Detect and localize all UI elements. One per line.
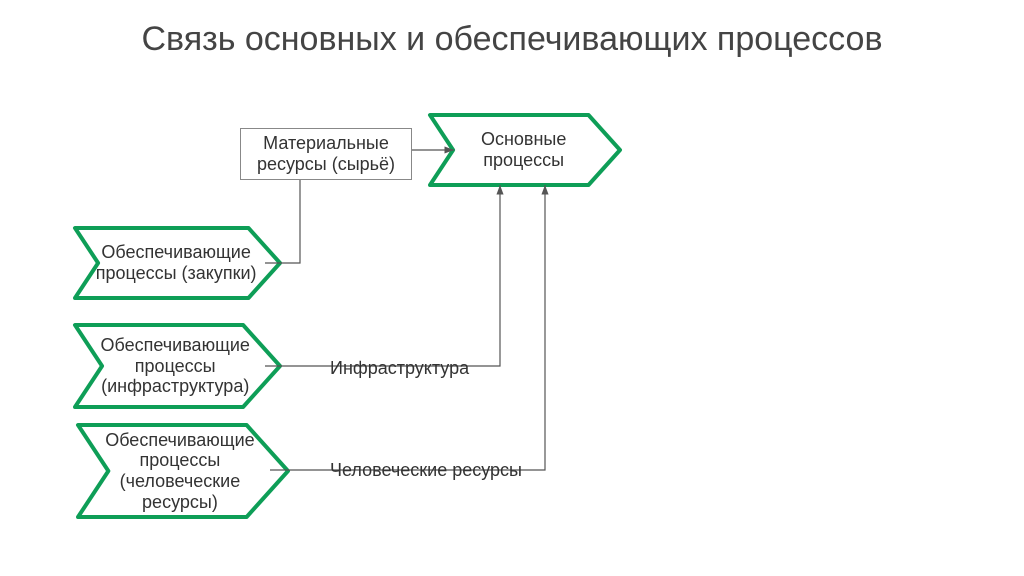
label-infrastructure: Инфраструктура [330, 358, 469, 379]
box-material: Материальные ресурсы (сырьё) [240, 128, 412, 180]
chevron-infra-label: Обеспечивающие процессы (инфраструктура) [91, 325, 259, 407]
chevron-hr-label: Обеспечивающие процессы (человеческие ре… [96, 425, 263, 517]
label-hr: Человеческие ресурсы [330, 460, 522, 481]
chevron-main-label: Основные процессы [444, 115, 604, 185]
chevron-procure-label: Обеспечивающие процессы (закупки) [89, 228, 264, 298]
diagram-canvas: { "title": { "text": "Связь основных и о… [0, 0, 1024, 576]
